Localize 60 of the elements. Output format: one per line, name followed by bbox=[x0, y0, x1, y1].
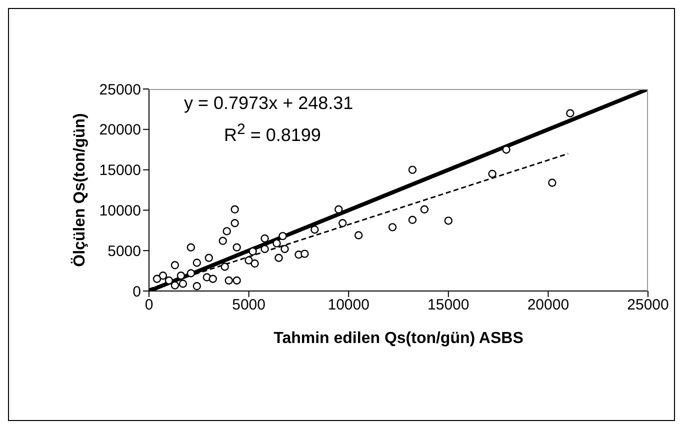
point bbox=[224, 276, 233, 285]
x-tick-label: 20000 bbox=[527, 296, 570, 314]
point bbox=[274, 254, 283, 262]
y-tick-label: 5000 bbox=[108, 242, 141, 260]
y-tick-label: 10000 bbox=[99, 202, 141, 220]
point bbox=[488, 170, 496, 178]
point bbox=[420, 205, 429, 214]
point bbox=[232, 276, 241, 285]
point bbox=[232, 243, 241, 252]
annotation: y = 0.7973x + 248.31 bbox=[184, 93, 354, 114]
point bbox=[502, 146, 510, 154]
point bbox=[186, 243, 196, 252]
point bbox=[388, 223, 397, 232]
y-axis-title: Ölçülen Qs(ton/gün) bbox=[70, 113, 89, 267]
point bbox=[204, 254, 213, 262]
y-tick-label: 20000 bbox=[99, 122, 141, 139]
point bbox=[250, 259, 259, 268]
point bbox=[260, 234, 269, 243]
y-tick-label: 15000 bbox=[99, 162, 141, 180]
point bbox=[548, 178, 556, 187]
point bbox=[176, 272, 186, 280]
x-tick-label: 0 bbox=[144, 296, 154, 314]
point bbox=[260, 244, 269, 254]
x-tick-label: 5000 bbox=[232, 296, 266, 314]
point bbox=[178, 280, 188, 288]
point bbox=[208, 274, 217, 283]
point bbox=[444, 216, 452, 225]
point bbox=[408, 216, 417, 224]
point bbox=[230, 219, 239, 228]
point bbox=[280, 244, 289, 254]
point bbox=[218, 236, 227, 246]
x-tick-label: 25000 bbox=[627, 296, 669, 314]
point bbox=[220, 262, 229, 271]
point bbox=[408, 166, 417, 174]
y-tick-label: 25000 bbox=[99, 81, 141, 98]
point bbox=[158, 272, 168, 280]
point bbox=[338, 219, 347, 228]
point bbox=[230, 205, 239, 214]
x-tick-label: 15000 bbox=[428, 296, 470, 314]
point bbox=[170, 261, 180, 270]
point bbox=[248, 247, 257, 256]
point bbox=[222, 227, 231, 236]
point bbox=[300, 250, 309, 258]
point bbox=[186, 269, 196, 278]
point bbox=[334, 205, 343, 214]
y-tick-label: 0 bbox=[132, 283, 141, 300]
point bbox=[170, 281, 180, 290]
point bbox=[278, 232, 287, 240]
point bbox=[244, 256, 253, 264]
point bbox=[164, 276, 174, 285]
x-axis-title: Tahmin edilen Qs(ton/gün) ASBS bbox=[274, 330, 524, 347]
x-tick-label: 10000 bbox=[328, 296, 370, 314]
point bbox=[354, 231, 363, 240]
point bbox=[566, 109, 574, 118]
point bbox=[152, 274, 162, 283]
point bbox=[310, 225, 319, 234]
point bbox=[272, 239, 281, 248]
point bbox=[192, 258, 202, 267]
point bbox=[192, 282, 202, 290]
annotation: R$^{2}$ = 0.8199 bbox=[224, 121, 321, 146]
